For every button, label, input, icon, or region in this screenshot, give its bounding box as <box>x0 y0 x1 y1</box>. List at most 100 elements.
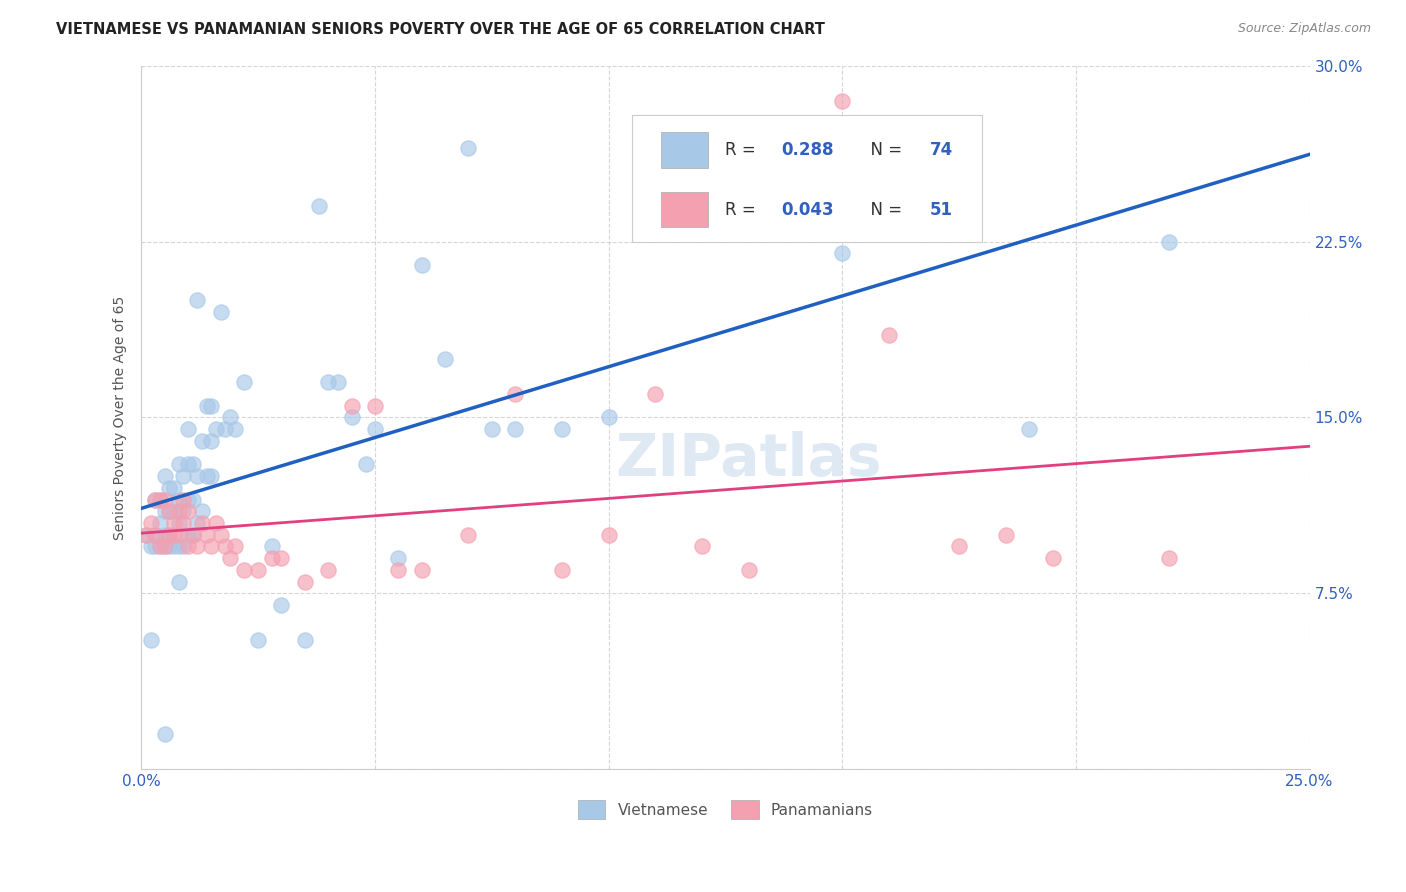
Point <box>177 492 200 507</box>
Point <box>186 469 208 483</box>
Point <box>186 293 208 308</box>
Text: 51: 51 <box>929 201 953 219</box>
Point <box>316 376 339 390</box>
Point <box>139 633 162 648</box>
Point <box>209 305 232 319</box>
Point <box>139 540 162 554</box>
Point <box>434 351 457 366</box>
Point <box>200 469 222 483</box>
Point <box>503 387 526 401</box>
Point <box>214 422 236 436</box>
Point <box>877 328 900 343</box>
Point <box>364 399 387 413</box>
Point <box>157 540 180 554</box>
Point <box>994 527 1017 541</box>
Point <box>163 481 186 495</box>
Point <box>195 399 218 413</box>
Point <box>738 563 761 577</box>
Point <box>163 504 186 518</box>
Point <box>831 94 853 108</box>
Point <box>167 527 190 541</box>
Point <box>294 633 316 648</box>
Point <box>598 527 620 541</box>
Point <box>172 540 194 554</box>
Point <box>457 527 479 541</box>
Point <box>157 527 180 541</box>
Point <box>270 551 292 566</box>
Point <box>157 504 180 518</box>
Point <box>247 563 270 577</box>
Point <box>172 469 194 483</box>
Point <box>219 551 242 566</box>
Text: N =: N = <box>859 201 907 219</box>
Point <box>354 458 377 472</box>
Point <box>831 246 853 260</box>
Point <box>181 492 204 507</box>
Point <box>262 551 284 566</box>
Point <box>157 527 180 541</box>
Point <box>143 527 166 541</box>
Point <box>1018 422 1040 436</box>
Point <box>224 422 246 436</box>
Point <box>172 516 194 530</box>
Point <box>177 458 200 472</box>
Point <box>364 422 387 436</box>
Text: 74: 74 <box>929 141 953 159</box>
Point <box>316 563 339 577</box>
Point <box>149 492 172 507</box>
Point <box>157 504 180 518</box>
Point <box>308 199 330 213</box>
Point <box>153 540 176 554</box>
Point <box>644 387 666 401</box>
Point <box>200 540 222 554</box>
Point <box>172 504 194 518</box>
Point <box>163 527 186 541</box>
Point <box>143 540 166 554</box>
Point <box>186 540 208 554</box>
Point <box>209 527 232 541</box>
Point <box>262 540 284 554</box>
Point <box>167 516 190 530</box>
Point <box>948 540 970 554</box>
Point <box>738 164 761 178</box>
Point <box>326 376 349 390</box>
Point <box>387 563 409 577</box>
Point <box>163 516 186 530</box>
Point <box>200 434 222 448</box>
Point <box>135 527 157 541</box>
Point <box>149 516 172 530</box>
FancyBboxPatch shape <box>661 132 707 168</box>
Point <box>191 504 214 518</box>
Point <box>177 504 200 518</box>
Point <box>167 458 190 472</box>
FancyBboxPatch shape <box>661 193 707 227</box>
Point <box>167 540 190 554</box>
Point <box>153 492 176 507</box>
Point <box>247 633 270 648</box>
Point <box>143 492 166 507</box>
Point <box>181 527 204 541</box>
Point <box>163 540 186 554</box>
Point <box>457 141 479 155</box>
Point <box>411 258 433 272</box>
Point <box>167 504 190 518</box>
Point <box>181 527 204 541</box>
Point <box>205 422 228 436</box>
Point <box>153 540 176 554</box>
Point <box>153 527 176 541</box>
Y-axis label: Seniors Poverty Over the Age of 65: Seniors Poverty Over the Age of 65 <box>114 295 128 540</box>
Point <box>181 458 204 472</box>
Text: VIETNAMESE VS PANAMANIAN SENIORS POVERTY OVER THE AGE OF 65 CORRELATION CHART: VIETNAMESE VS PANAMANIAN SENIORS POVERTY… <box>56 22 825 37</box>
Point <box>153 504 176 518</box>
Point <box>340 399 363 413</box>
Point <box>153 469 176 483</box>
Point <box>153 727 176 741</box>
Point <box>200 399 222 413</box>
Point <box>233 376 256 390</box>
Point <box>690 540 713 554</box>
Point <box>143 492 166 507</box>
Point <box>186 516 208 530</box>
Point <box>191 516 214 530</box>
Text: R =: R = <box>725 141 762 159</box>
Point <box>149 540 172 554</box>
